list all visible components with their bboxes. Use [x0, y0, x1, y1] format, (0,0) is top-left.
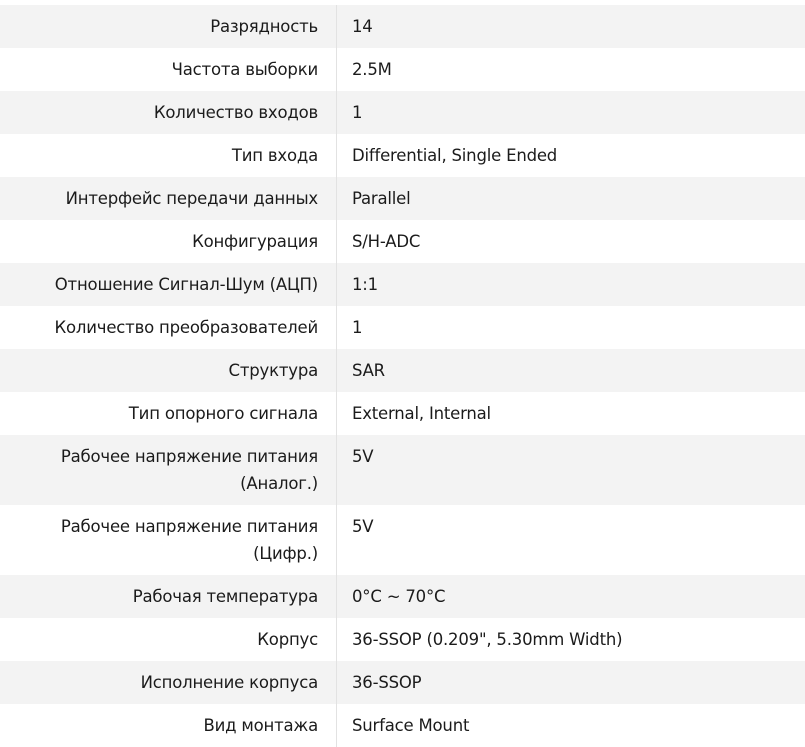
spec-value: S/H-ADC — [337, 220, 805, 263]
spec-label: Рабочее напряжение питания (Аналог.) — [0, 435, 337, 505]
spec-row: Рабочее напряжение питания (Аналог.)5V — [0, 435, 805, 505]
spec-label: Тип входа — [0, 134, 337, 177]
spec-label: Исполнение корпуса — [0, 661, 337, 704]
spec-label: Структура — [0, 349, 337, 392]
spec-value: 1:1 — [337, 263, 805, 306]
spec-value: 1 — [337, 91, 805, 134]
spec-label: Количество входов — [0, 91, 337, 134]
spec-value: 14 — [337, 5, 805, 48]
spec-label: Рабочая температура — [0, 575, 337, 618]
spec-value: 5V — [337, 505, 805, 575]
spec-value: 0°C ~ 70°C — [337, 575, 805, 618]
spec-value: SAR — [337, 349, 805, 392]
spec-value: 36-SSOP (0.209", 5.30mm Width) — [337, 618, 805, 661]
spec-label: Разрядность — [0, 5, 337, 48]
spec-value: 5V — [337, 435, 805, 505]
spec-value: 2.5M — [337, 48, 805, 91]
spec-label: Отношение Сигнал-Шум (АЦП) — [0, 263, 337, 306]
spec-value: 36-SSOP — [337, 661, 805, 704]
spec-value: Differential, Single Ended — [337, 134, 805, 177]
spec-row: Отношение Сигнал-Шум (АЦП)1:1 — [0, 263, 805, 306]
spec-value: 1 — [337, 306, 805, 349]
spec-label: Рабочее напряжение питания (Цифр.) — [0, 505, 337, 575]
spec-value: External, Internal — [337, 392, 805, 435]
spec-label: Количество преобразователей — [0, 306, 337, 349]
spec-label: Конфигурация — [0, 220, 337, 263]
spec-label: Корпус — [0, 618, 337, 661]
spec-label: Частота выборки — [0, 48, 337, 91]
spec-value: Parallel — [337, 177, 805, 220]
spec-label: Тип опорного сигнала — [0, 392, 337, 435]
spec-row: Рабочее напряжение питания (Цифр.)5V — [0, 505, 805, 575]
spec-label: Интерфейс передачи данных — [0, 177, 337, 220]
